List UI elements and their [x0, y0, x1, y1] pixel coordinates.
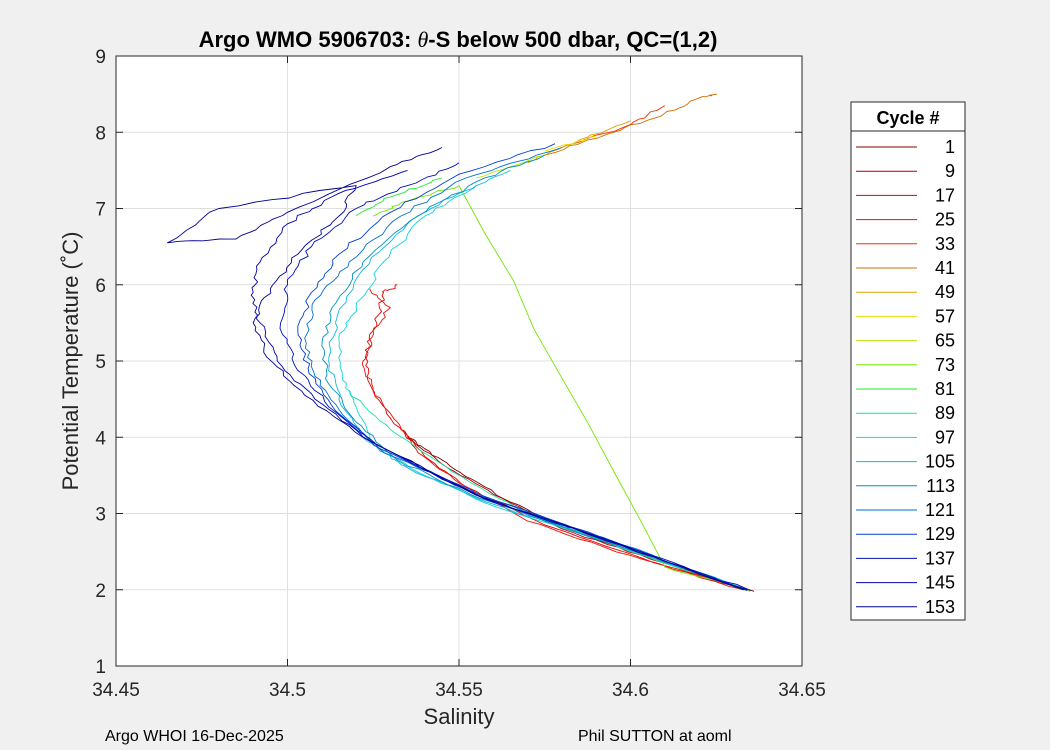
- y-tick-label: 8: [95, 123, 106, 144]
- legend-label-121: 121: [925, 500, 955, 520]
- legend-label-129: 129: [925, 524, 955, 544]
- x-axis-label: Salinity: [424, 704, 495, 729]
- legend-label-65: 65: [935, 331, 955, 351]
- x-tick-label: 34.5: [269, 680, 306, 701]
- y-tick-label: 1: [95, 657, 106, 678]
- series-line-cycle-137: [279, 162, 751, 591]
- x-tick-label: 34.6: [612, 680, 649, 701]
- legend-label-113: 113: [926, 476, 955, 496]
- legend-label-145: 145: [925, 573, 955, 593]
- legend-label-89: 89: [935, 403, 955, 423]
- legend-title: Cycle #: [876, 108, 939, 128]
- series-line-cycle-81: [355, 177, 443, 217]
- legend-label-57: 57: [935, 306, 955, 326]
- legend-label-9: 9: [945, 161, 955, 181]
- legend-label-105: 105: [925, 452, 955, 472]
- legend: Cycle # 1 9 17 25 33 41 49 57 65 73 81 89 97 105 113 12…: [850, 101, 966, 621]
- legend-label-17: 17: [935, 185, 955, 205]
- chart-title-theta: θ: [417, 27, 428, 52]
- y-tick-label: 7: [95, 200, 106, 221]
- axis-ticks: 34.45 34.5 34.55 34.6 34.65 1 2 3 4 5 6 7 8 9: [92, 47, 826, 701]
- legend-label-1: 1: [945, 137, 955, 157]
- series-line-cycle-25: [361, 288, 744, 591]
- y-tick-label: 3: [95, 505, 106, 526]
- chart-title-post: -S below 500 dbar, QC=(1,2): [428, 27, 717, 52]
- series-line-cycle-89: [348, 391, 748, 591]
- legend-label-81: 81: [935, 379, 955, 399]
- legend-box: [850, 101, 966, 621]
- y-axis-label: Potential Temperature (˚C): [58, 232, 83, 491]
- series-line-cycle-73: [373, 185, 751, 592]
- series-line-cycle-57: [544, 135, 597, 152]
- chart-title-pre: Argo WMO 5906703:: [199, 27, 418, 52]
- legend-label-41: 41: [935, 258, 955, 278]
- y-tick-label: 5: [95, 352, 106, 373]
- y-tick-label: 6: [95, 276, 106, 297]
- x-tick-label: 34.45: [92, 680, 140, 701]
- legend-label-33: 33: [935, 234, 955, 254]
- legend-label-25: 25: [935, 210, 955, 230]
- series-line-cycle-105: [328, 169, 748, 591]
- x-tick-label: 34.65: [778, 680, 826, 701]
- chart-title: Argo WMO 5906703: θ-S below 500 dbar, QC…: [199, 27, 718, 52]
- legend-entries: 1 9 17 25 33 41 49 57 65 73 81 89 97 105 113 121 129 137 1…: [856, 137, 955, 617]
- y-tick-label: 9: [95, 47, 106, 68]
- legend-label-97: 97: [935, 427, 955, 447]
- axes-box: [115, 55, 803, 667]
- series-lines: [167, 93, 755, 592]
- series-line-cycle-65: [475, 154, 545, 179]
- legend-label-49: 49: [935, 282, 955, 302]
- series-line-cycle-153: [167, 147, 744, 591]
- series-line-cycle-97: [338, 185, 727, 583]
- y-tick-label: 4: [95, 428, 106, 449]
- legend-label-153: 153: [925, 597, 955, 617]
- x-tick-label: 34.55: [435, 680, 483, 701]
- y-tick-label: 2: [95, 581, 106, 602]
- legend-label-137: 137: [925, 548, 955, 568]
- series-line-cycle-129: [297, 143, 748, 591]
- series-line-cycle-41: [544, 93, 718, 156]
- legend-label-73: 73: [935, 355, 955, 375]
- footer-author: Phil SUTTON at aoml: [578, 728, 732, 745]
- footer-source: Argo WHOI 16-Dec-2025: [105, 728, 284, 745]
- series-line-cycle-17: [364, 284, 748, 591]
